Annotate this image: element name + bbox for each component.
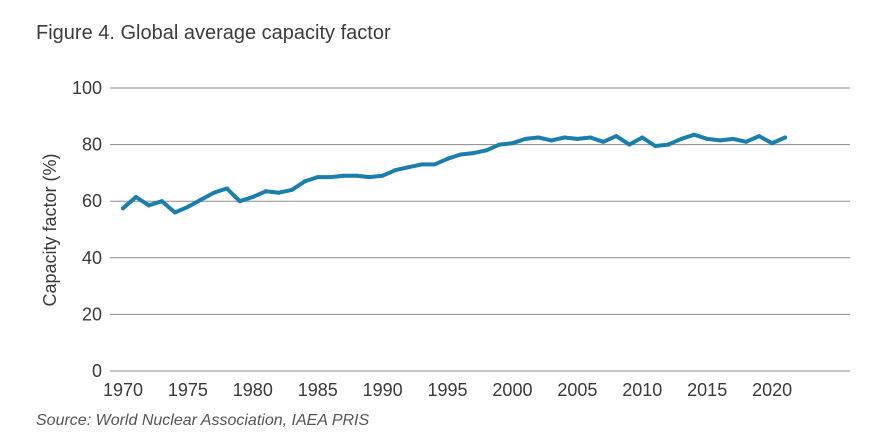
x-tick-label: 1970	[103, 380, 143, 400]
data-point	[120, 206, 125, 211]
x-tick-label: 2010	[622, 380, 662, 400]
data-point	[718, 138, 723, 143]
data-point	[445, 156, 450, 161]
data-point	[315, 175, 320, 180]
data-point	[302, 179, 307, 184]
x-tick-label: 2015	[687, 380, 727, 400]
data-point	[705, 136, 710, 141]
data-point	[601, 139, 606, 144]
data-point	[510, 141, 515, 146]
data-point	[380, 173, 385, 178]
data-point	[146, 203, 151, 208]
x-tick-labels: 1970 1975 1980 1985 1990 1995 2000 2005 2010 2015…	[103, 380, 792, 400]
data-point	[536, 135, 541, 140]
data-point	[679, 136, 684, 141]
figure-title: Figure 4. Global average capacity factor	[36, 22, 391, 44]
x-tick-label: 2005	[557, 380, 597, 400]
data-point	[640, 135, 645, 140]
series-line-capacity-factor	[121, 132, 788, 215]
data-point	[224, 186, 229, 191]
data-point	[237, 199, 242, 204]
data-point	[575, 136, 580, 141]
data-point	[432, 162, 437, 167]
x-tick-label: 1980	[233, 380, 273, 400]
data-point	[172, 210, 177, 215]
data-point	[484, 148, 489, 153]
data-point	[367, 175, 372, 180]
data-point	[757, 134, 762, 139]
x-tick-label: 2000	[492, 380, 532, 400]
data-point	[458, 152, 463, 157]
data-point	[354, 173, 359, 178]
data-point	[276, 190, 281, 195]
data-point	[523, 136, 528, 141]
data-point	[185, 204, 190, 209]
source-note: Source: World Nuclear Association, IAEA …	[36, 412, 370, 429]
data-point	[497, 142, 502, 147]
data-point	[419, 162, 424, 167]
data-point	[731, 136, 736, 141]
data-point	[783, 135, 788, 140]
y-tick-label: 100	[72, 78, 102, 98]
data-point	[627, 142, 632, 147]
x-tick-label: 1995	[428, 380, 468, 400]
data-point	[549, 138, 554, 143]
y-tick-label: 20	[82, 304, 102, 324]
data-point	[744, 139, 749, 144]
y-tick-label: 60	[82, 191, 102, 211]
data-point	[471, 151, 476, 156]
data-point	[653, 144, 658, 149]
data-point	[133, 194, 138, 199]
data-point	[666, 142, 671, 147]
series-layer	[120, 132, 788, 215]
data-point	[692, 132, 697, 137]
y-tick-labels: 0 20 40 60 80 100	[72, 78, 102, 381]
x-tick-label: 1985	[298, 380, 338, 400]
data-point	[614, 134, 619, 139]
data-point	[289, 187, 294, 192]
y-tick-label: 0	[92, 361, 102, 381]
y-tick-label: 40	[82, 248, 102, 268]
y-tick-label: 80	[82, 135, 102, 155]
x-tick-label: 1975	[168, 380, 208, 400]
x-tick-label: 2020	[752, 380, 792, 400]
data-point	[341, 173, 346, 178]
data-point	[328, 175, 333, 180]
x-tick-label: 1990	[363, 380, 403, 400]
data-point	[562, 135, 567, 140]
data-point	[159, 199, 164, 204]
data-point	[770, 141, 775, 146]
data-point	[263, 189, 268, 194]
y-axis-title: Capacity factor (%)	[40, 153, 60, 306]
data-point	[406, 165, 411, 170]
data-point	[198, 197, 203, 202]
data-point	[588, 135, 593, 140]
gridlines	[110, 87, 850, 372]
data-point	[211, 190, 216, 195]
data-point	[250, 194, 255, 199]
data-point	[393, 168, 398, 173]
